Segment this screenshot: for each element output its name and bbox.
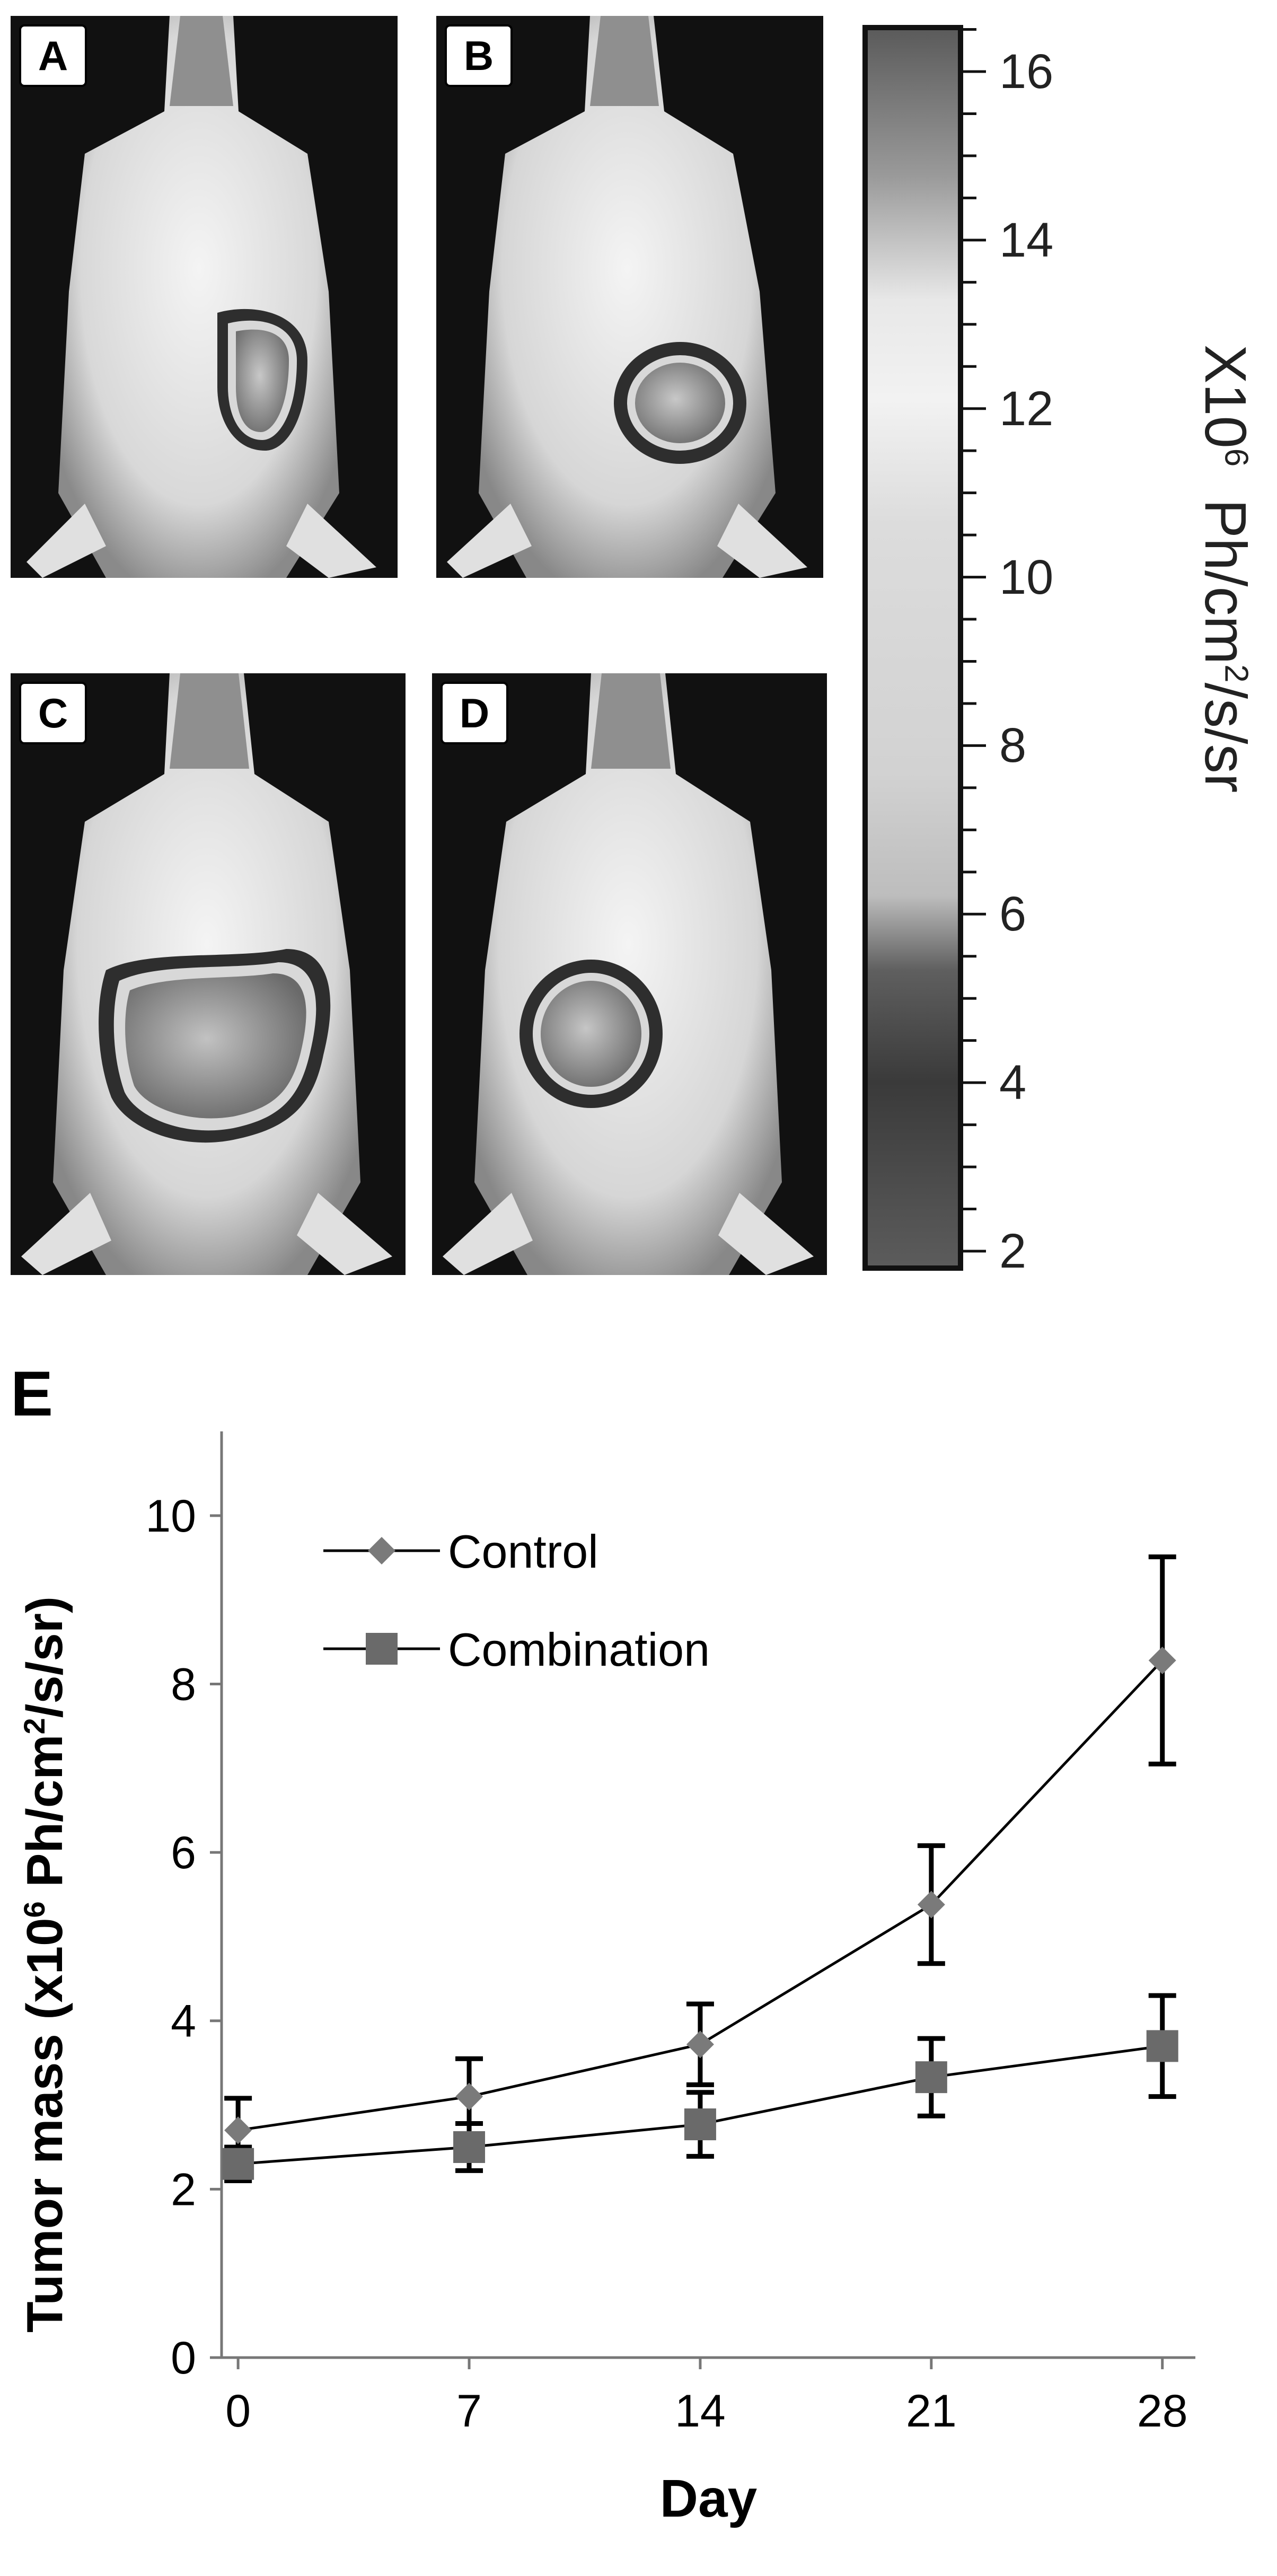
data-point-square	[1146, 2030, 1178, 2062]
panel-label-e: E	[11, 1358, 54, 1429]
x-tick-label: 14	[675, 2386, 726, 2437]
data-point-square	[222, 2148, 254, 2180]
colorbar-title-unit-a: Ph/cm	[1193, 499, 1258, 665]
legend: Control Combination	[323, 1525, 710, 1676]
colorbar-tick-label: 8	[999, 718, 1027, 773]
x-axis-label: Day	[660, 2469, 758, 2528]
mouse-image-a: A	[11, 16, 398, 578]
data-point-square	[684, 2108, 716, 2141]
colorbar-tick-label: 4	[999, 1056, 1027, 1110]
y-tick-label: 6	[171, 1827, 196, 1878]
data-point-square	[915, 2061, 947, 2094]
colorbar-tick-label: 2	[999, 1224, 1027, 1278]
x-tick-label: 0	[225, 2386, 251, 2437]
mouse-a-illustration	[27, 16, 376, 578]
panel-label-d: D	[441, 682, 508, 744]
data-point-diamond	[368, 1537, 395, 1564]
x-tick-label: 28	[1137, 2386, 1188, 2437]
data-point-square	[453, 2131, 486, 2163]
colorbar-tick-label: 6	[999, 887, 1027, 942]
legend-item-combination: Combination	[323, 1623, 710, 1676]
mouse-b-illustration	[447, 16, 807, 578]
mouse-image-c: C	[11, 673, 406, 1275]
colorbar-title-unit-exp: 2	[1218, 664, 1255, 683]
colorbar-title-unit-b: /s/sr	[1193, 682, 1258, 793]
colorbar-tick-label: 16	[999, 45, 1054, 99]
colorbar-title-exp: 6	[1218, 448, 1255, 467]
colorbar-tick-label: 14	[999, 213, 1054, 267]
legend-label: Combination	[448, 1623, 710, 1676]
panel-label-a: A	[19, 24, 87, 87]
legend-label: Control	[448, 1525, 598, 1578]
x-tick-label: 21	[906, 2386, 957, 2437]
colorbar-ticks	[959, 28, 986, 1267]
mouse-image-d: D	[432, 673, 827, 1275]
panel-label-b: B	[445, 24, 513, 87]
data-point-diamond	[917, 1891, 945, 1919]
data-point-square	[366, 1633, 398, 1665]
legend-item-control: Control	[323, 1525, 598, 1578]
colorbar-gradient	[862, 25, 963, 1271]
data-point-diamond	[455, 2082, 483, 2111]
data-point-diamond	[686, 2030, 714, 2059]
y-tick-label: 4	[171, 1996, 196, 2047]
colorbar-tick-label: 12	[999, 381, 1054, 436]
y-tick-label: 10	[145, 1491, 196, 1542]
tumor-growth-chart: 0 2 4 6 8 10 0 7 14 21 28 Day Control Combination	[145, 1431, 1195, 2528]
data-point-diamond	[1148, 1646, 1176, 1674]
x-tick-label: 7	[456, 2386, 482, 2437]
panel-label-c: C	[19, 682, 87, 744]
colorbar-title: X106 Ph/cm2/s/sr	[1192, 345, 1259, 793]
y-tick-label: 2	[171, 2164, 196, 2215]
colorbar-tick-label: 10	[999, 550, 1054, 604]
mouse-c-illustration	[21, 673, 392, 1275]
y-tick-label: 0	[171, 2333, 196, 2384]
data-point-diamond	[224, 2116, 252, 2144]
mouse-d-illustration	[443, 673, 814, 1275]
mouse-image-b: B	[436, 16, 823, 578]
y-tick-label: 8	[171, 1659, 196, 1710]
series-combination	[222, 1993, 1178, 2183]
colorbar-title-prefix: X10	[1193, 345, 1258, 449]
colorbar	[862, 25, 986, 1271]
